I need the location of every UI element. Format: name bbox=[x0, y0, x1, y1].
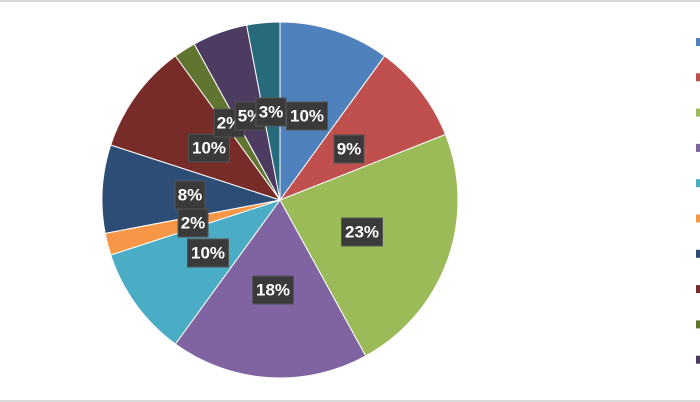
data-label: 10% bbox=[191, 243, 225, 262]
data-label: 18% bbox=[256, 280, 290, 299]
legend-swatch bbox=[696, 355, 700, 364]
data-label: 2% bbox=[181, 213, 206, 232]
data-label: 3% bbox=[259, 102, 284, 121]
data-label-box bbox=[188, 133, 230, 163]
data-label-box bbox=[333, 134, 365, 164]
legend-swatch bbox=[696, 320, 700, 329]
data-label-box bbox=[252, 275, 294, 305]
data-label-box bbox=[187, 238, 229, 268]
data-label-box bbox=[255, 97, 287, 127]
pie-slice bbox=[278, 55, 447, 202]
pie-slice bbox=[110, 199, 282, 345]
pie-slice bbox=[110, 55, 282, 201]
legend-swatch bbox=[696, 143, 700, 152]
data-label-box bbox=[286, 101, 328, 131]
legend-swatch bbox=[696, 179, 700, 188]
data-label: 10% bbox=[192, 138, 226, 157]
legend-swatch bbox=[696, 38, 700, 46]
legend-swatch bbox=[696, 214, 700, 223]
data-label: 8% bbox=[178, 185, 203, 204]
data-label: 10% bbox=[290, 106, 324, 125]
legend-swatch bbox=[696, 108, 700, 117]
data-label: 23% bbox=[345, 222, 379, 241]
legend-swatch bbox=[696, 73, 700, 82]
legend-swatch bbox=[696, 249, 700, 258]
data-label: 9% bbox=[337, 139, 362, 158]
pie-slice bbox=[279, 21, 386, 202]
data-label-box bbox=[174, 180, 206, 210]
legend-swatch bbox=[696, 285, 700, 294]
data-label-box bbox=[341, 217, 383, 247]
